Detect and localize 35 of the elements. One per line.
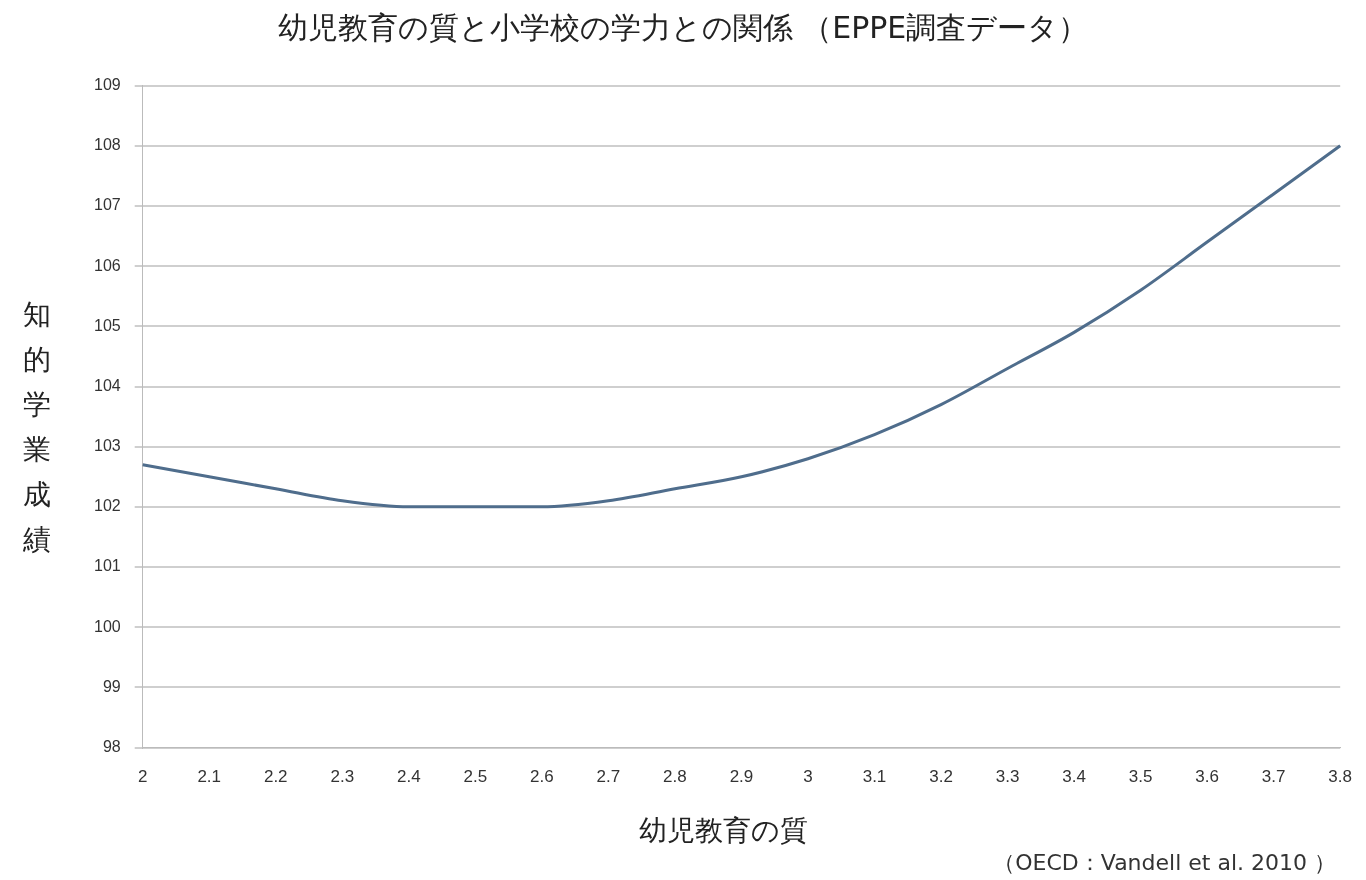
y-tick-label: 108 xyxy=(93,136,121,154)
y-tick-label: 100 xyxy=(93,617,121,635)
y-axis-title: 知的学業成績 xyxy=(22,297,52,558)
chart-title: 幼児教育の質と小学校の学力との関係 （EPPE調査データ） xyxy=(276,9,1090,47)
x-tick-label: 3.5 xyxy=(1128,767,1153,787)
x-axis-title: 幼児教育の質 xyxy=(637,813,809,849)
x-tick-label: 3.1 xyxy=(862,767,887,787)
x-tick-label: 2.9 xyxy=(729,767,754,787)
text: （OECD：Vandell et al. 2010 ） xyxy=(993,849,1336,877)
x-tick-label: 2.2 xyxy=(263,767,288,787)
x-tick-label: 2.4 xyxy=(396,767,421,787)
x-tick-label: 2.8 xyxy=(663,767,687,787)
x-tick-label: 3.6 xyxy=(1195,767,1219,787)
x-tick-label: 2 xyxy=(137,767,148,787)
x-tick-label: 3.2 xyxy=(929,767,953,787)
x-tick-label: 3 xyxy=(803,767,813,787)
x-tick-label: 2.5 xyxy=(463,767,488,787)
x-tick-label: 3.3 xyxy=(995,767,1020,787)
y-tick-label: 105 xyxy=(93,316,121,334)
y-tick-label: 102 xyxy=(93,497,121,515)
y-tick-label: 104 xyxy=(93,376,121,394)
y-tick-label: 101 xyxy=(93,557,121,575)
y-tick-label: 99 xyxy=(102,677,121,695)
x-tick-label: 3.7 xyxy=(1261,767,1286,787)
x-tick-label: 3.4 xyxy=(1062,767,1086,787)
x-tick-label: 2.6 xyxy=(530,767,554,787)
x-tick-label: 2.7 xyxy=(596,767,621,787)
y-tick-label: 103 xyxy=(93,437,121,455)
x-tick-label: 2.1 xyxy=(197,767,222,787)
y-tick-label: 107 xyxy=(93,196,121,214)
y-tick-label: 106 xyxy=(93,256,121,274)
y-tick-label: 109 xyxy=(93,76,121,94)
y-tick-label: 98 xyxy=(102,738,121,756)
x-tick-label: 3.8 xyxy=(1328,767,1352,787)
x-tick-label: 2.3 xyxy=(330,767,355,787)
